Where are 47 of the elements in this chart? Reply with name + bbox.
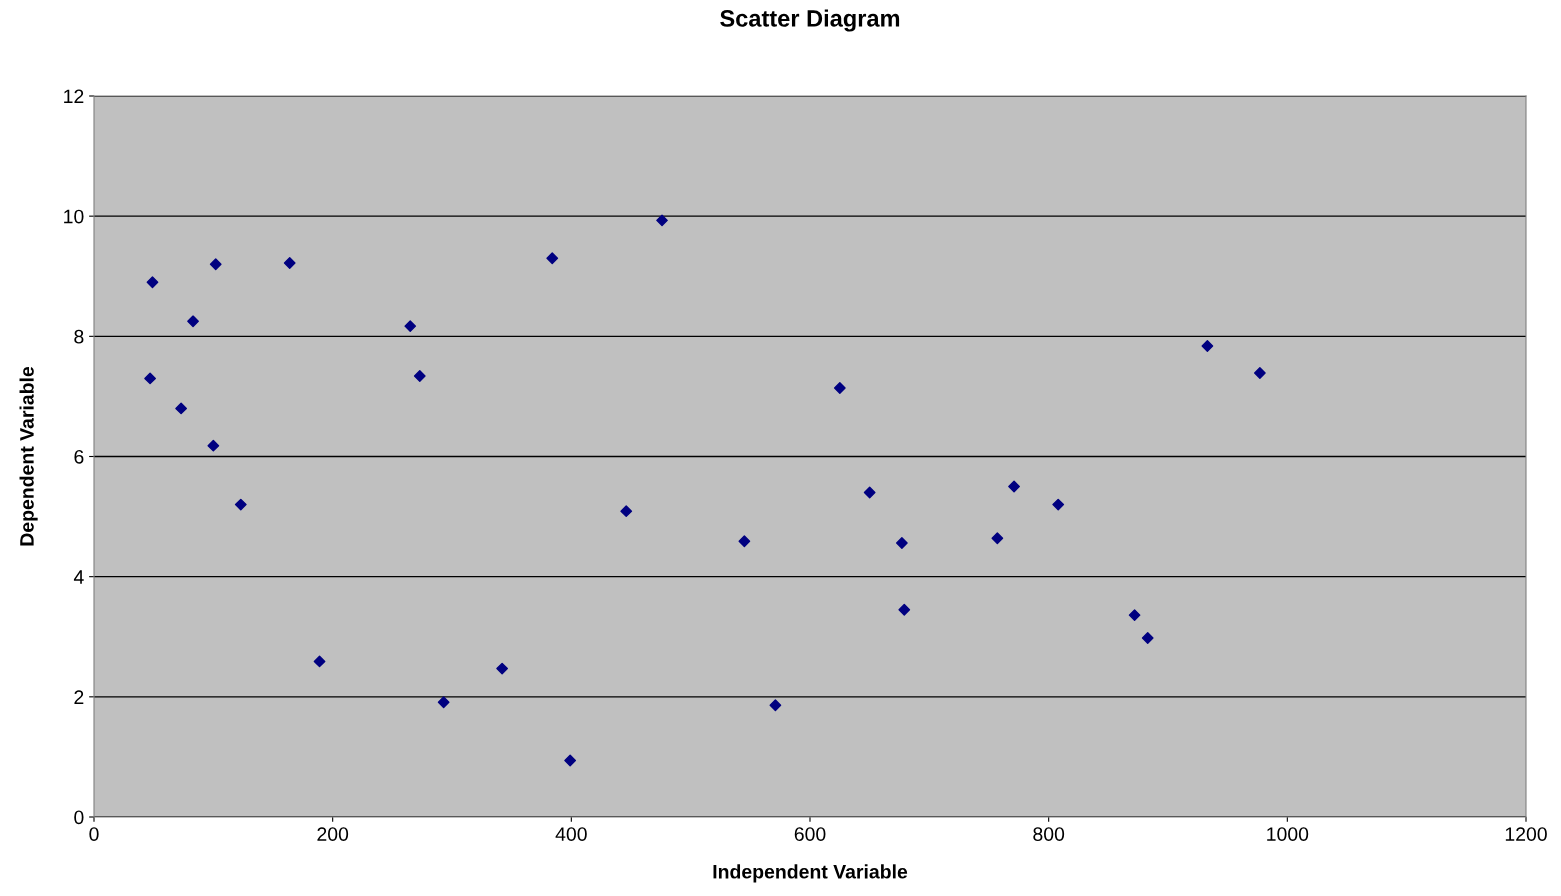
point (175, 402, 188, 415)
x-tick-label: 1000 (1267, 827, 1309, 841)
point (207, 439, 220, 452)
point (546, 252, 559, 265)
point (991, 532, 1004, 545)
point (146, 276, 159, 289)
y-tick-label: 10 (64, 209, 84, 224)
point (209, 258, 222, 271)
point (1128, 609, 1141, 622)
point (738, 535, 751, 548)
point (313, 655, 326, 668)
point (413, 370, 426, 382)
x-tick-label: 400 (555, 827, 587, 841)
x-tick-label: 200 (317, 827, 349, 841)
point (895, 537, 908, 549)
x-tick-label: 0 (89, 827, 99, 841)
point (1141, 632, 1154, 644)
point (1052, 498, 1065, 511)
point (620, 505, 633, 518)
x-tick-label: 600 (794, 827, 826, 841)
point (833, 382, 846, 394)
y-tick-label: 2 (74, 690, 84, 704)
point (437, 696, 450, 709)
y-tick-label: 12 (64, 89, 84, 104)
x-tick-label: 800 (1033, 827, 1065, 841)
x-axis-title: Independent Variable (713, 864, 908, 883)
x-tick-label: 1200 (1505, 827, 1547, 841)
y-tick-label: 8 (74, 329, 84, 344)
y-tick-label: 0 (74, 810, 84, 825)
point (1253, 367, 1266, 379)
point (564, 754, 577, 767)
point (1008, 480, 1020, 493)
chart-title: Scatter Diagram (720, 9, 900, 32)
point (769, 699, 782, 712)
point (234, 498, 247, 511)
point (496, 662, 509, 675)
point (1201, 340, 1214, 352)
point (283, 257, 296, 269)
point (187, 315, 199, 328)
y-axis-title: Dependent Variable (19, 366, 38, 546)
point (656, 214, 668, 227)
y-tick-label: 6 (74, 449, 84, 464)
y-tick-label: 4 (73, 570, 84, 584)
point (898, 603, 911, 616)
point (404, 320, 417, 333)
point (144, 372, 156, 385)
point (863, 486, 876, 499)
